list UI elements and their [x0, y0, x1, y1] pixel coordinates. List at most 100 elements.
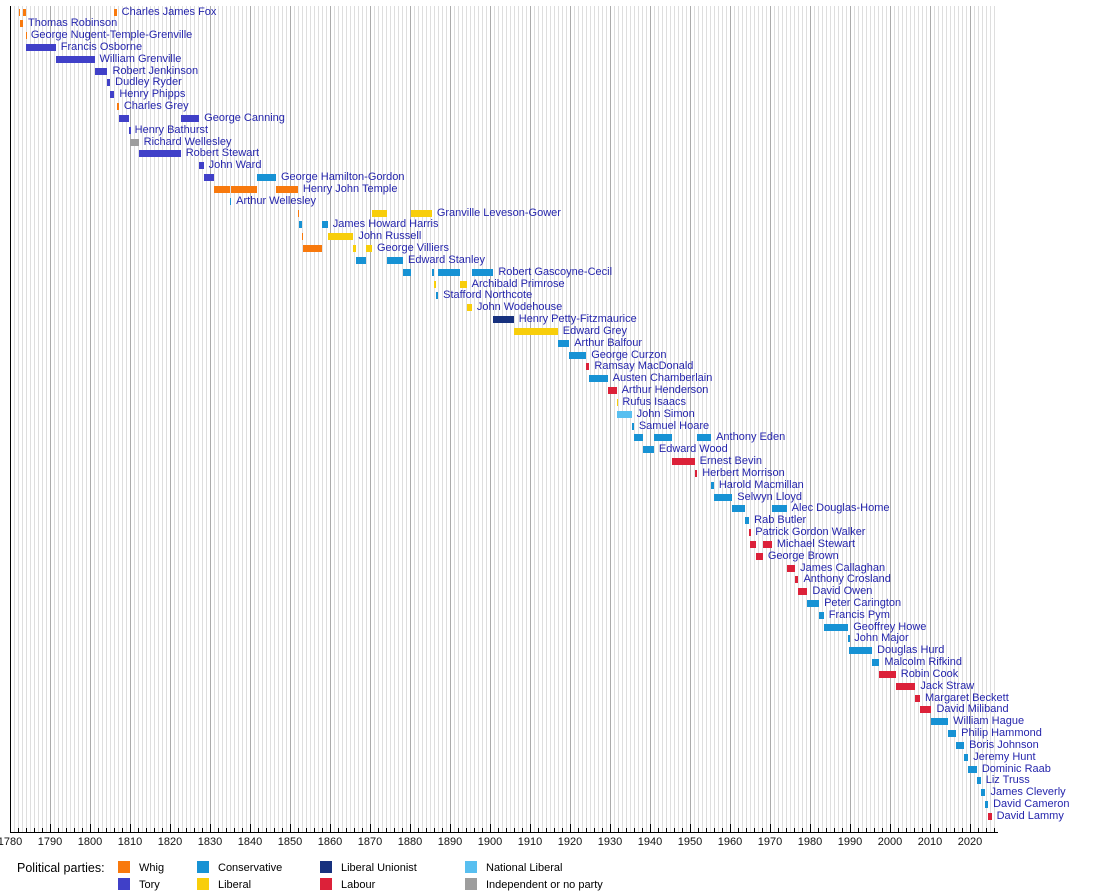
person-label[interactable]: Ramsay MacDonald — [594, 360, 694, 373]
person-label[interactable]: Francis Osborne — [60, 40, 143, 53]
term-bar[interactable] — [631, 422, 634, 430]
term-bar[interactable] — [25, 32, 28, 40]
term-bar[interactable] — [18, 8, 21, 16]
term-bar[interactable] — [569, 351, 587, 359]
person-label[interactable]: Douglas Hurd — [877, 644, 945, 657]
person-label[interactable]: Robert Jenkinson — [112, 64, 199, 77]
person-label[interactable]: Dudley Ryder — [115, 76, 182, 89]
term-bar[interactable] — [968, 765, 977, 773]
term-bar[interactable] — [298, 221, 302, 229]
person-label[interactable]: John Wodehouse — [476, 301, 563, 314]
term-bar[interactable] — [976, 777, 981, 785]
term-bar[interactable] — [114, 8, 117, 16]
term-bar[interactable] — [180, 114, 200, 122]
person-label[interactable]: Rufus Isaacs — [622, 395, 686, 408]
term-bar[interactable] — [203, 174, 214, 182]
term-bar[interactable] — [848, 635, 850, 643]
term-bar[interactable] — [256, 174, 276, 182]
person-label[interactable]: John Russell — [358, 230, 422, 243]
term-bar[interactable] — [557, 339, 570, 347]
person-label[interactable]: Harold Macmillan — [718, 478, 804, 491]
person-label[interactable]: David Owen — [812, 585, 873, 598]
term-bar[interactable] — [756, 552, 763, 560]
term-bar[interactable] — [116, 103, 119, 111]
term-bar[interactable] — [807, 600, 820, 607]
person-label[interactable]: Robert Stewart — [185, 147, 260, 160]
person-label[interactable]: Herbert Morrison — [702, 466, 785, 479]
person-label[interactable]: George Hamilton-Gordon — [281, 171, 405, 184]
person-label[interactable]: Archibald Primrose — [471, 277, 565, 290]
term-bar[interactable] — [129, 126, 131, 134]
person-label[interactable]: Margaret Beckett — [925, 691, 1009, 704]
term-bar[interactable] — [745, 517, 750, 525]
term-bar[interactable] — [213, 185, 230, 193]
person-label[interactable]: James Howard Harris — [332, 218, 439, 231]
term-bar[interactable] — [110, 91, 115, 99]
term-bar[interactable] — [931, 718, 949, 726]
person-label[interactable]: Jeremy Hunt — [973, 750, 1036, 763]
person-label[interactable]: George Nugent-Temple-Grenville — [30, 29, 193, 42]
person-label[interactable]: Liz Truss — [985, 774, 1030, 787]
term-bar[interactable] — [229, 197, 232, 205]
term-bar[interactable] — [633, 434, 643, 442]
term-bar[interactable] — [849, 647, 873, 655]
term-bar[interactable] — [642, 446, 654, 454]
term-bar[interactable] — [466, 304, 472, 312]
term-bar[interactable] — [956, 741, 965, 749]
person-label[interactable]: Arthur Henderson — [621, 384, 709, 397]
person-label[interactable]: Geoffrey Howe — [853, 620, 927, 633]
term-bar[interactable] — [471, 268, 494, 276]
person-label[interactable]: Austen Chamberlain — [612, 372, 713, 385]
person-label[interactable]: George Villiers — [377, 242, 449, 255]
term-bar[interactable] — [653, 434, 673, 442]
term-bar[interactable] — [365, 245, 372, 253]
term-bar[interactable] — [353, 245, 356, 253]
term-bar[interactable] — [513, 327, 558, 335]
person-label[interactable]: Arthur Balfour — [574, 336, 643, 349]
term-bar[interactable] — [434, 280, 437, 288]
term-bar[interactable] — [915, 694, 920, 702]
person-label[interactable]: Thomas Robinson — [28, 17, 118, 30]
term-bar[interactable] — [749, 529, 751, 537]
term-bar[interactable] — [322, 221, 328, 229]
person-label[interactable]: James Callaghan — [800, 561, 886, 574]
person-label[interactable]: Anthony Eden — [716, 431, 786, 444]
person-label[interactable]: Rab Butler — [754, 514, 807, 527]
term-bar[interactable] — [988, 812, 992, 820]
term-bar[interactable] — [771, 505, 787, 513]
term-bar[interactable] — [297, 209, 300, 217]
term-bar[interactable] — [55, 55, 95, 63]
term-bar[interactable] — [129, 138, 139, 146]
person-label[interactable]: Selwyn Lloyd — [737, 490, 803, 503]
person-label[interactable]: Philip Hammond — [961, 727, 1042, 740]
person-label[interactable]: David Lammy — [996, 809, 1064, 822]
term-bar[interactable] — [107, 79, 111, 87]
person-label[interactable]: James Cleverly — [990, 786, 1066, 799]
person-label[interactable]: Arthur Wellesley — [236, 194, 317, 207]
person-label[interactable]: Dominic Raab — [981, 762, 1051, 775]
person-label[interactable]: Patrick Gordon Walker — [755, 526, 866, 539]
person-label[interactable]: Henry Phipps — [119, 88, 186, 101]
term-bar[interactable] — [372, 209, 387, 217]
person-label[interactable]: Henry Petty-Fitzmaurice — [518, 313, 637, 326]
term-bar[interactable] — [750, 540, 757, 548]
term-bar[interactable] — [920, 706, 932, 714]
person-label[interactable]: George Canning — [204, 111, 285, 124]
term-bar[interactable] — [694, 469, 698, 477]
term-bar[interactable] — [607, 387, 617, 395]
term-bar[interactable] — [895, 682, 916, 690]
term-bar[interactable] — [493, 316, 514, 324]
term-bar[interactable] — [438, 268, 461, 276]
person-label[interactable]: Robert Gascoyne-Cecil — [498, 265, 613, 278]
person-label[interactable]: Peter Carington — [824, 597, 902, 609]
term-bar[interactable] — [460, 280, 467, 288]
person-label[interactable]: William Grenville — [99, 52, 182, 65]
person-label[interactable]: Charles Grey — [123, 100, 189, 113]
term-bar[interactable] — [697, 434, 712, 442]
term-bar[interactable] — [403, 268, 412, 276]
term-bar[interactable] — [231, 185, 257, 193]
term-bar[interactable] — [411, 209, 432, 217]
person-label[interactable]: Boris Johnson — [969, 738, 1039, 751]
person-label[interactable]: Francis Pym — [828, 608, 890, 621]
term-bar[interactable] — [985, 801, 989, 809]
